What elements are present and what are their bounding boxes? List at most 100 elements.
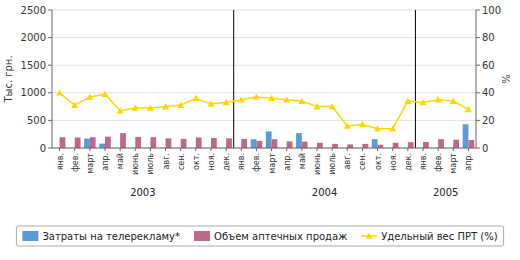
y2-axis-line [476, 10, 477, 148]
category-label: авг. [162, 153, 171, 169]
marker [56, 89, 63, 95]
tick [377, 148, 378, 151]
tick [48, 65, 52, 66]
category-label: фев. [434, 153, 443, 172]
tick [301, 148, 302, 151]
category-label: июль [146, 153, 155, 175]
tick [226, 148, 227, 151]
legend-label: Удельный вес ПРТ (%) [381, 231, 498, 242]
tick [211, 148, 212, 151]
legend-swatch [22, 231, 38, 241]
bar [408, 142, 414, 148]
tick [180, 148, 181, 151]
bar-series [84, 124, 468, 148]
bar [423, 142, 429, 148]
tick [476, 120, 480, 121]
tick-label: 0 [40, 143, 46, 154]
marker [71, 102, 78, 108]
tick-label: 1000 [21, 87, 46, 98]
bar [332, 144, 338, 148]
marker [298, 98, 305, 104]
bar [468, 140, 474, 148]
grid-line [52, 148, 476, 149]
legend: Затраты на телерекламу* Объем аптечных пр… [16, 226, 503, 246]
tick [48, 148, 52, 149]
tick [476, 10, 480, 11]
tick-label: 0 [482, 143, 488, 154]
tick [150, 148, 151, 151]
marker [420, 99, 427, 105]
marker [177, 102, 184, 108]
marker [435, 96, 442, 102]
line-series [56, 89, 472, 131]
tick [407, 148, 408, 151]
bar [272, 139, 278, 148]
tick [476, 148, 480, 149]
grid-line [52, 120, 476, 121]
tick-label: 1500 [21, 60, 46, 71]
tick [135, 148, 136, 151]
y2-axis-label: % [501, 74, 512, 84]
category-label: ноя. [389, 153, 398, 170]
bar [166, 138, 172, 148]
grid-line [52, 10, 476, 11]
tick [48, 120, 52, 121]
marker [465, 106, 472, 112]
grid-line [52, 92, 476, 93]
marker [238, 96, 245, 102]
category-label: июль [328, 153, 337, 175]
tick [317, 148, 318, 151]
grid-line [52, 65, 476, 66]
legend-swatch [194, 231, 210, 241]
grid-line [52, 37, 476, 38]
tick [476, 37, 480, 38]
bar [393, 143, 399, 148]
marker [268, 95, 275, 101]
category-label: апр. [464, 153, 473, 171]
bar [287, 141, 293, 148]
tick [165, 148, 166, 151]
legend-label: Затраты на телерекламу* [42, 231, 180, 242]
bar [463, 124, 469, 148]
tick [468, 148, 469, 151]
category-label: авг. [343, 153, 352, 169]
tick [241, 148, 242, 151]
bar [150, 137, 156, 148]
bar [438, 139, 444, 148]
legend-item: Затраты на телерекламу* [22, 231, 180, 242]
tick [59, 148, 60, 151]
tick-label: 100 [482, 5, 501, 16]
bar [362, 144, 368, 148]
legend-item: Удельный вес ПРТ (%) [361, 231, 498, 242]
tick [195, 148, 196, 151]
bar [266, 131, 272, 148]
marker [366, 233, 373, 239]
legend-label: Объем аптечных продаж [214, 231, 347, 242]
bar [135, 137, 141, 148]
tick [105, 148, 106, 151]
legend-item: Объем аптечных продаж [194, 231, 347, 242]
marker [162, 103, 169, 109]
marker [223, 99, 230, 105]
marker [374, 125, 381, 131]
marker [208, 100, 215, 106]
marker [329, 103, 336, 109]
bar [196, 138, 202, 148]
line [60, 93, 469, 129]
category-label: апр. [283, 153, 292, 171]
tick [89, 148, 90, 151]
year-label: 2003 [130, 187, 155, 198]
marker [117, 107, 124, 113]
category-label: фев. [71, 153, 80, 172]
bar [302, 142, 308, 148]
tick-label: 80 [482, 32, 495, 43]
category-label: май [116, 153, 125, 169]
category-label: янв. [419, 153, 428, 170]
category-label: май [298, 153, 307, 169]
tick-label: 20 [482, 115, 495, 126]
category-label: апр. [101, 153, 110, 171]
bar [99, 144, 105, 148]
tick [256, 148, 257, 151]
bar [90, 137, 96, 148]
tick [423, 148, 424, 151]
